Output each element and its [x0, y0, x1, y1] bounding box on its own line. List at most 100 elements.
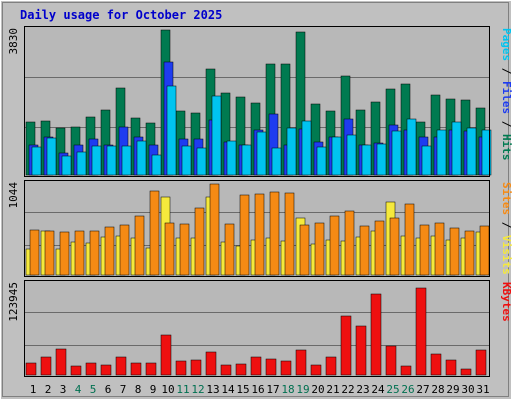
kbytes-bar-day-27: [415, 287, 427, 376]
sites-bar-day-7: [119, 224, 130, 276]
legend-hits: Hits: [500, 134, 512, 161]
day-label: 27: [416, 383, 429, 396]
day-label: 30: [461, 383, 474, 396]
sites-bar-day-3: [59, 231, 70, 276]
axis-max-label-middle: 1044: [7, 182, 20, 209]
day-label: 25: [386, 383, 399, 396]
bars-middle: [25, 183, 490, 276]
kbytes-bar-day-17: [265, 358, 277, 376]
sites-bar-day-1: [29, 229, 40, 276]
axis-max-label-bottom: 123945: [7, 282, 20, 322]
day-label: 24: [371, 383, 385, 396]
pages-bar-day-31: [481, 129, 492, 176]
day-label: 22: [341, 383, 354, 396]
kbytes-bar-day-6: [100, 364, 112, 376]
sites-bar-day-20: [314, 222, 325, 276]
bars-bottom: [25, 287, 487, 376]
kbytes-bar-day-18: [280, 360, 292, 376]
day-label: 16: [251, 383, 264, 396]
day-label: 18: [281, 383, 294, 396]
day-label: 15: [236, 383, 249, 396]
pages-bar-day-26: [406, 118, 417, 176]
day-label: 8: [135, 383, 142, 396]
legend-files: Files: [500, 81, 512, 114]
pages-bar-day-15: [241, 144, 252, 176]
pages-bar-day-30: [466, 127, 477, 176]
legend-visits: Visits: [500, 235, 512, 275]
sites-bar-day-5: [89, 230, 100, 276]
kbytes-bar-day-8: [130, 362, 142, 376]
pages-bar-day-9: [151, 154, 162, 176]
pages-bar-day-20: [316, 146, 327, 176]
day-label: 31: [476, 383, 489, 396]
kbytes-bar-day-1: [25, 362, 37, 376]
day-label: 10: [161, 383, 174, 396]
sites-bar-day-25: [389, 217, 400, 276]
kbytes-bar-day-2: [40, 356, 52, 376]
pages-bar-day-8: [136, 140, 147, 176]
frame-shadow: [2, 2, 509, 397]
pages-bar-day-13: [211, 95, 222, 176]
legend-sites: Sites: [500, 182, 512, 215]
kbytes-bar-day-24: [370, 293, 382, 376]
sites-bar-day-27: [419, 224, 430, 276]
sites-bar-day-8: [134, 215, 145, 276]
sites-bar-day-4: [74, 230, 85, 276]
gridlines-bottom: [24, 312, 490, 346]
legend-separator: /: [500, 68, 512, 75]
sites-bar-day-21: [329, 215, 340, 276]
day-label: 17: [266, 383, 279, 396]
day-label: 5: [90, 383, 97, 396]
kbytes-bar-day-5: [85, 362, 97, 376]
pages-bar-day-16: [256, 131, 267, 176]
panel-kbytes: 123945 KBytes: [7, 280, 512, 377]
day-label: 28: [431, 383, 444, 396]
plot-border-middle: [24, 180, 490, 277]
kbytes-bar-day-10: [160, 334, 172, 376]
kbytes-bar-day-13: [205, 351, 217, 376]
sites-bar-day-17: [269, 191, 280, 276]
day-label: 2: [45, 383, 52, 396]
pages-bar-day-11: [181, 145, 192, 176]
panel-hits-files-pages: 3830 Pages / Files / Hits: [7, 26, 512, 177]
pages-bar-day-7: [121, 145, 132, 176]
pages-bar-day-27: [421, 145, 432, 176]
plot-border-bottom: [24, 280, 490, 377]
pages-bar-day-23: [361, 144, 372, 176]
kbytes-bar-day-31: [475, 349, 487, 376]
legend-pages: Pages: [500, 28, 512, 61]
sites-bar-day-15: [239, 194, 250, 276]
day-label: 21: [326, 383, 339, 396]
legend-separator: /: [500, 121, 512, 128]
kbytes-bar-day-21: [325, 356, 337, 376]
kbytes-bar-day-14: [220, 364, 232, 376]
pages-bar-day-29: [451, 121, 462, 176]
sites-bar-day-29: [449, 227, 460, 276]
legend-kbytes-label: KBytes: [500, 282, 512, 322]
sites-bar-day-24: [374, 220, 385, 276]
pages-bar-day-5: [91, 145, 102, 176]
pages-bar-day-4: [76, 151, 87, 176]
kbytes-bar-day-28: [430, 353, 442, 376]
pages-bar-day-21: [331, 136, 342, 176]
pages-bar-day-22: [346, 134, 357, 176]
sites-bar-day-14: [224, 223, 235, 276]
x-axis-day-labels: 1 2 3 4 5 6 7 8 9 10 11 12 13 14 15 16 17 18 19 20 21 22 23 24 2…: [30, 383, 490, 396]
day-label: 1: [30, 383, 37, 396]
kbytes-bar-day-9: [145, 362, 157, 376]
panel-sites-visits: 1044 Sites / Visits: [7, 180, 512, 277]
day-label: 14: [221, 383, 235, 396]
day-label: 7: [120, 383, 127, 396]
pages-bar-day-6: [106, 145, 117, 176]
kbytes-bar-day-7: [115, 356, 127, 376]
day-label: 20: [311, 383, 324, 396]
sites-bar-day-23: [359, 225, 370, 276]
kbytes-bar-day-11: [175, 360, 187, 376]
pages-bar-day-18: [286, 127, 297, 176]
legend-separator: /: [500, 222, 512, 229]
kbytes-bar-day-22: [340, 315, 352, 376]
kbytes-bar-day-19: [295, 349, 307, 376]
day-label: 29: [446, 383, 459, 396]
sites-bar-day-28: [434, 222, 445, 276]
sites-bar-day-2: [44, 230, 55, 276]
